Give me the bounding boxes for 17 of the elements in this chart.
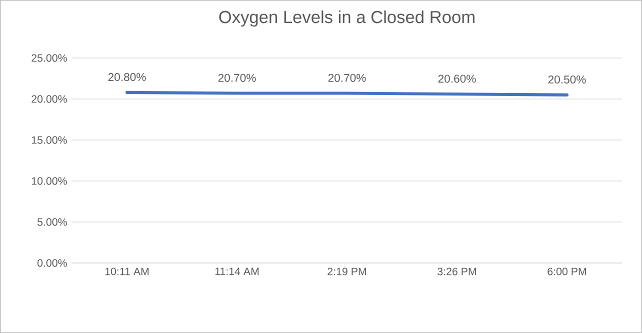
data-label: 20.50% (548, 76, 586, 84)
y-tick-label: 5.00% (37, 218, 67, 226)
x-tick-label: 6:00 PM (548, 268, 586, 276)
y-tick-label: 0.00% (37, 259, 67, 267)
data-label: 20.80% (108, 73, 146, 82)
y-tick-label: 10.00% (32, 177, 67, 185)
x-tick-label: 3:26 PM (438, 268, 476, 276)
data-label: 20.70% (328, 74, 366, 82)
data-label: 20.60% (438, 74, 476, 83)
chart-title: Oxygen Levels in a Closed Room (219, 10, 474, 27)
y-tick-label: 15.00% (32, 136, 67, 144)
x-tick-label: 10:11 AM (105, 268, 149, 276)
data-label: 20.70% (218, 74, 256, 82)
x-tick-label: 2:19 PM (328, 268, 366, 276)
y-tick-label: 25.00% (32, 54, 67, 62)
y-tick-label: 20.00% (32, 95, 67, 103)
x-tick-label: 11:14 AM (215, 268, 259, 276)
